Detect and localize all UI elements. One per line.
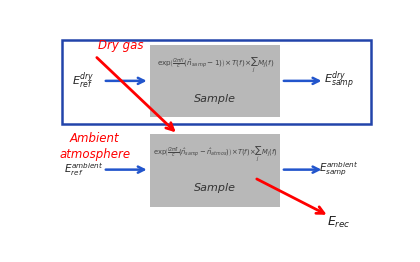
Text: Sample: Sample <box>194 183 236 193</box>
Text: $\mathrm{exp}\!\left(\frac{i2\pi fl}{c}(\hat{n}_{samp}-\hat{n}_{atmos})\right)\!: $\mathrm{exp}\!\left(\frac{i2\pi fl}{c}(… <box>153 146 278 165</box>
Text: Sample: Sample <box>194 94 236 104</box>
Text: $E^{dry}_{samp}$: $E^{dry}_{samp}$ <box>324 70 354 92</box>
Text: $E^{ambient}_{samp}$: $E^{ambient}_{samp}$ <box>319 161 359 178</box>
FancyBboxPatch shape <box>62 40 372 124</box>
Text: $E_{rec}$: $E_{rec}$ <box>327 215 351 230</box>
Text: $E^{ambient}_{ref}$: $E^{ambient}_{ref}$ <box>63 161 103 178</box>
Text: Ambient
atmosphere: Ambient atmosphere <box>59 132 130 161</box>
FancyBboxPatch shape <box>150 134 281 207</box>
Text: $E^{dry}_{ref}$: $E^{dry}_{ref}$ <box>72 70 95 91</box>
Text: $\mathrm{exp}\!\left(\frac{i2\pi fl}{c}(\hat{n}_{samp}-1)\right)\!\times\! T(f)\: $\mathrm{exp}\!\left(\frac{i2\pi fl}{c}(… <box>157 57 274 76</box>
Text: Dry gas: Dry gas <box>98 39 144 52</box>
FancyBboxPatch shape <box>150 45 281 117</box>
